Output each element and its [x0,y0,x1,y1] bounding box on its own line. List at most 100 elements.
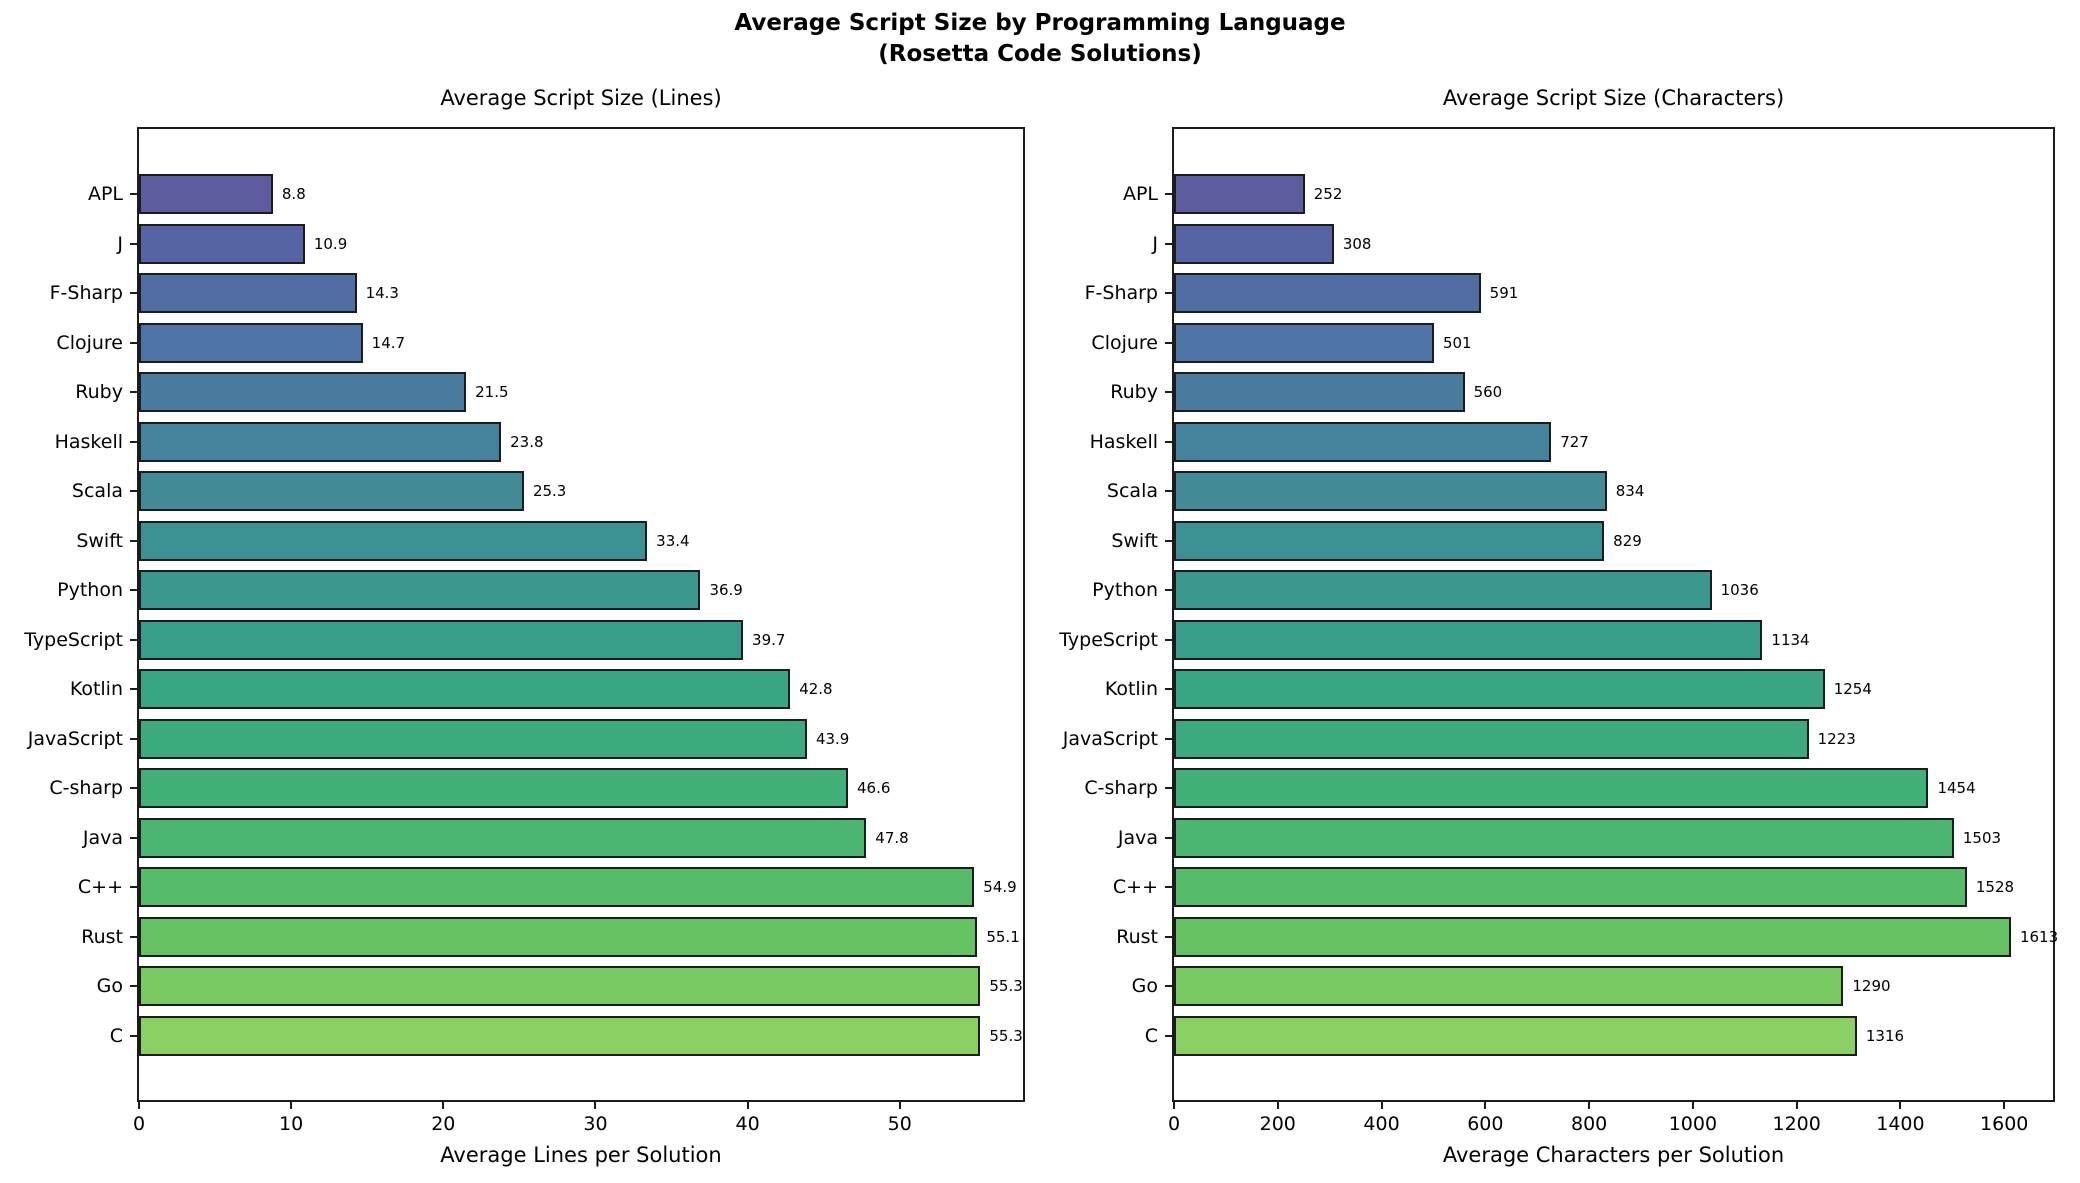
value-label: 1036 [1720,581,1759,600]
bar-row-scala: Scala 834 [1107,471,2053,512]
bar-row-haskell: Haskell 23.8 [55,421,1023,462]
bar-row-apl: APL 252 [1123,174,2053,214]
y-tick-mark [130,787,139,790]
value-label: 1134 [1771,630,1810,649]
bar-go [1174,966,1844,1007]
value-label: 55.3 [989,1026,1023,1045]
category-label: Rust [81,925,123,948]
bar-ruby [1174,372,1465,413]
x-tick-label: 1600 [1980,1113,2029,1135]
x-tick-label: 0 [132,1113,146,1135]
bar-scala [1174,471,1607,512]
lines-x-axis-label: Average Lines per Solution [440,1143,722,1167]
value-label: 21.5 [475,383,509,402]
bar-kotlin [1174,669,1825,710]
value-label: 47.8 [875,828,909,847]
value-label: 55.3 [989,977,1023,996]
bar-row-c++: C++ 54.9 [78,867,1023,908]
bar-swift [139,520,648,561]
y-tick-mark [130,688,139,691]
y-tick-mark [130,589,139,592]
bar-python [1174,570,1712,611]
y-tick-mark [1165,539,1174,542]
x-tick-mark [442,1102,445,1109]
category-label: Python [57,579,123,602]
value-label: 10.9 [313,234,348,253]
lines-plot-area: APL 8.8 J 10.9 F-Sharp 14.3 Clojure 14.7 Ruby 21.… [24,127,1025,1135]
value-label: 8.8 [281,185,306,203]
category-label: Go [96,975,123,998]
value-label: 39.7 [752,630,786,649]
bar-row-python: Python 36.9 [57,570,1023,611]
y-tick-mark [1165,688,1174,691]
value-label: 23.8 [510,432,544,451]
bar-j [1174,223,1334,264]
x-tick-mark [1795,1102,1798,1109]
bar-row-rust: Rust 1613 [1116,916,2058,957]
x-tick-label: 20 [431,1113,456,1135]
bar-f-sharp [139,273,357,314]
category-label: APL [87,183,123,205]
value-label: 1503 [1962,828,2002,847]
x-tick-label: 30 [583,1113,608,1135]
bar-row-scala: Scala 25.3 [72,471,1023,512]
category-label: C++ [77,876,123,899]
x-tick-mark [1899,1102,1902,1109]
category-label: C-sharp [49,777,123,800]
category-label: Go [1131,975,1158,998]
bar-row-ruby: Ruby 21.5 [75,372,1023,413]
category-label: JavaScript [27,727,123,750]
bar-row-typescript: TypeScript 1134 [1059,619,2053,660]
bar-swift [1174,520,1605,561]
category-label: Rust [1116,925,1158,948]
x-tick-mark [898,1102,901,1109]
figure-title: Average Script Size by Programming Langu… [0,8,2080,70]
bar-javascript [1174,718,1809,759]
bar-row-go: Go 1290 [1132,966,2053,1007]
category-label: Haskell [1089,430,1158,453]
x-tick-label: 600 [1467,1113,1504,1135]
x-tick-mark [1173,1102,1175,1109]
category-label: Clojure [1091,331,1158,354]
category-label: Ruby [75,381,123,404]
category-label: C [1144,1024,1158,1047]
y-tick-mark [1165,1034,1174,1037]
x-tick-mark [746,1102,749,1109]
bar-row-clojure: Clojure 14.7 [56,322,1023,363]
value-label: 834 [1615,482,1645,501]
bar-row-swift: Swift 33.4 [76,520,1023,561]
bar-rust [139,916,978,957]
y-tick-mark [1165,935,1174,938]
value-label: 1290 [1852,977,1891,996]
category-label: Haskell [54,430,123,453]
bar-row-f-sharp: F-Sharp 591 [1085,273,2053,314]
bar-clojure [139,322,363,363]
category-label: TypeScript [24,628,123,651]
x-tick-mark [2003,1102,2006,1109]
y-tick-mark [130,490,139,493]
bar-go [139,966,981,1007]
bar-row-c-sharp: C-sharp 1454 [1084,768,2053,809]
x-tick-mark [594,1102,597,1109]
bar-haskell [139,421,502,462]
figure-title-line1: Average Script Size by Programming Langu… [734,10,1346,36]
bar-row-clojure: Clojure 501 [1091,322,2053,363]
category-label: F-Sharp [49,282,123,305]
bars-area: APL 252 J 308 F-Sharp 591 Clojure 501 Ruby 560 Has… [1059,174,2058,1056]
category-label: Kotlin [69,678,123,701]
bar-row-j: J 308 [1152,223,2053,264]
y-tick-mark [130,391,139,394]
category-label: Swift [76,529,123,552]
bar-apl [139,174,273,214]
y-tick-mark [130,193,139,195]
bar-row-go: Go 55.3 [97,966,1023,1007]
category-label: Scala [71,480,123,503]
x-tick-mark [1588,1102,1591,1109]
bar-clojure [1174,322,1434,363]
bar-row-apl: APL 8.8 [88,174,1023,214]
bar-c [1174,1015,1857,1056]
value-label: 33.4 [656,531,690,550]
bar-c-sharp [1174,768,1929,809]
y-tick-mark [1165,787,1174,790]
y-tick-mark [130,440,139,443]
